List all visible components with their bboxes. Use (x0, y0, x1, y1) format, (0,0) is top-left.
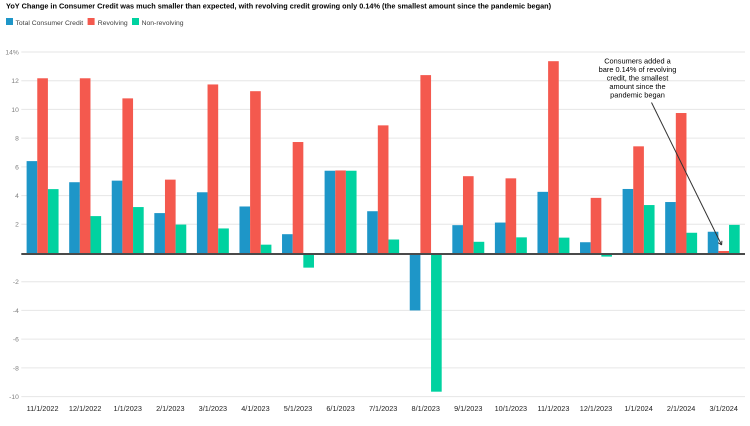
svg-text:-10: -10 (9, 394, 19, 401)
svg-text:Revolving: Revolving (98, 20, 128, 27)
svg-text:3/1/2023: 3/1/2023 (199, 404, 227, 413)
svg-text:-4: -4 (13, 308, 19, 315)
svg-text:4/1/2023: 4/1/2023 (241, 404, 269, 413)
svg-text:10: 10 (11, 107, 19, 114)
svg-text:Non-revolving: Non-revolving (142, 20, 184, 27)
svg-text:-2: -2 (13, 279, 19, 286)
svg-text:11/1/2023: 11/1/2023 (537, 404, 569, 413)
svg-text:5/1/2023: 5/1/2023 (284, 404, 312, 413)
svg-text:6: 6 (15, 164, 19, 171)
svg-text:9/1/2023: 9/1/2023 (454, 404, 482, 413)
svg-text:8/1/2023: 8/1/2023 (412, 404, 440, 413)
svg-text:YoY Change in Consumer Credit: YoY Change in Consumer Credit was much s… (6, 1, 552, 10)
svg-text:1/1/2023: 1/1/2023 (114, 404, 142, 413)
svg-text:1/1/2024: 1/1/2024 (624, 404, 652, 413)
svg-text:-6: -6 (13, 337, 19, 344)
svg-text:2: 2 (15, 222, 19, 229)
svg-text:6/1/2023: 6/1/2023 (326, 404, 354, 413)
svg-text:12/1/2022: 12/1/2022 (69, 404, 101, 413)
svg-text:pandemic began: pandemic began (610, 90, 665, 99)
svg-text:11/1/2022: 11/1/2022 (27, 404, 59, 413)
svg-text:12: 12 (11, 78, 19, 85)
svg-text:2/1/2023: 2/1/2023 (156, 404, 184, 413)
svg-text:14%: 14% (5, 49, 18, 56)
svg-text:4: 4 (15, 193, 19, 200)
svg-text:-8: -8 (13, 365, 19, 372)
svg-text:2/1/2024: 2/1/2024 (667, 404, 695, 413)
svg-text:Total Consumer Credit: Total Consumer Credit (16, 20, 84, 27)
svg-text:3/1/2024: 3/1/2024 (710, 404, 738, 413)
svg-text:12/1/2023: 12/1/2023 (580, 404, 612, 413)
svg-text:7/1/2023: 7/1/2023 (369, 404, 397, 413)
svg-text:10/1/2023: 10/1/2023 (495, 404, 527, 413)
svg-text:8: 8 (15, 136, 19, 143)
